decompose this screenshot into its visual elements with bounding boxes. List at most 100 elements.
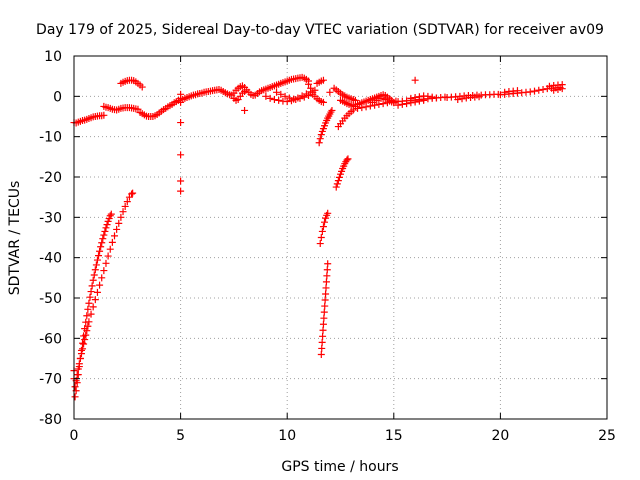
data-point <box>102 259 110 267</box>
data-point <box>77 350 85 358</box>
data-point <box>101 227 109 235</box>
x-tick-label: 10 <box>278 428 296 444</box>
data-point <box>475 93 483 101</box>
data-point <box>262 92 270 100</box>
data-point <box>177 177 185 185</box>
data-point <box>285 94 293 102</box>
y-tick-labels: 10 0 -10 -20 -30 -40 -50 -60 -70 -80 <box>39 49 62 428</box>
data-point <box>349 106 357 114</box>
x-tick-label: 5 <box>176 428 185 444</box>
y-tick-label: -30 <box>39 210 62 226</box>
data-point <box>324 209 332 217</box>
grid-lines <box>74 56 607 419</box>
plot-frame <box>73 55 608 420</box>
data-point <box>321 296 329 304</box>
data-point <box>320 314 328 322</box>
data-point <box>97 243 105 251</box>
data-point <box>319 76 327 84</box>
data-point <box>83 312 91 320</box>
data-point <box>71 383 79 391</box>
data-point <box>428 93 436 101</box>
data-point <box>106 245 114 253</box>
data-point <box>322 290 330 298</box>
data-point <box>87 288 95 296</box>
data-point <box>377 94 385 102</box>
data-point <box>95 252 103 260</box>
data-point <box>138 83 146 91</box>
data-point <box>98 239 106 247</box>
data-point <box>241 106 249 114</box>
data-point <box>335 173 343 181</box>
data-point <box>344 155 352 163</box>
data-point <box>298 92 306 100</box>
data-point <box>375 100 383 108</box>
y-tick-label: -80 <box>39 412 62 428</box>
data-point <box>102 224 110 232</box>
data-point <box>454 96 462 104</box>
data-point <box>321 218 329 226</box>
data-point <box>398 100 406 108</box>
data-point <box>96 281 104 289</box>
x-tick-label: 20 <box>491 428 509 444</box>
data-point <box>84 322 92 330</box>
data-point <box>86 293 94 301</box>
data-point <box>501 88 509 96</box>
data-point <box>318 344 326 352</box>
data-point <box>333 180 341 188</box>
data-point <box>366 102 374 110</box>
data-point <box>100 231 108 239</box>
data-point <box>88 282 96 290</box>
data-point <box>294 94 302 102</box>
data-point <box>513 87 521 95</box>
data-point <box>100 267 108 275</box>
data-point <box>411 76 419 84</box>
data-point <box>91 296 99 304</box>
data-point <box>403 100 411 108</box>
data-point <box>90 271 98 279</box>
y-tick-label: 0 <box>53 89 62 105</box>
data-point <box>117 213 125 221</box>
data-point <box>281 92 289 100</box>
data-point <box>96 247 104 255</box>
data-point <box>100 111 108 119</box>
data-point <box>319 320 327 328</box>
data-point <box>121 202 129 210</box>
data-point <box>554 85 562 93</box>
chart-title: Day 179 of 2025, Sidereal Day-to-day VTE… <box>36 22 604 38</box>
y-tick-label: -20 <box>39 170 62 186</box>
data-point <box>89 303 97 311</box>
data-point <box>129 189 137 197</box>
data-point <box>458 95 466 103</box>
x-tick-label: 15 <box>385 428 403 444</box>
data-point <box>394 101 402 109</box>
series-outliers <box>241 76 419 114</box>
data-point <box>351 96 359 104</box>
data-point <box>283 98 291 106</box>
data-point <box>358 104 366 112</box>
series-late-dropouts <box>315 106 357 358</box>
data-point <box>99 235 107 243</box>
x-tick-label: 0 <box>70 428 79 444</box>
y-tick-label: -50 <box>39 291 62 307</box>
data-point <box>177 90 185 98</box>
data-point <box>319 223 327 231</box>
data-point <box>526 88 534 96</box>
data-point <box>318 338 326 346</box>
y-tick-label: -10 <box>39 130 62 146</box>
data-point <box>177 119 185 127</box>
data-point <box>315 139 323 147</box>
data-point <box>73 371 81 379</box>
data-point <box>76 355 84 362</box>
data-point <box>111 232 119 240</box>
data-point <box>104 252 112 260</box>
data-point <box>407 94 415 102</box>
data-point <box>550 86 558 94</box>
data-point <box>316 135 324 143</box>
data-point <box>317 131 325 139</box>
data-point <box>128 190 136 198</box>
data-point <box>89 276 97 284</box>
data-point <box>307 84 315 92</box>
data-point <box>71 393 79 401</box>
series-isolated-near-5h <box>177 90 185 195</box>
